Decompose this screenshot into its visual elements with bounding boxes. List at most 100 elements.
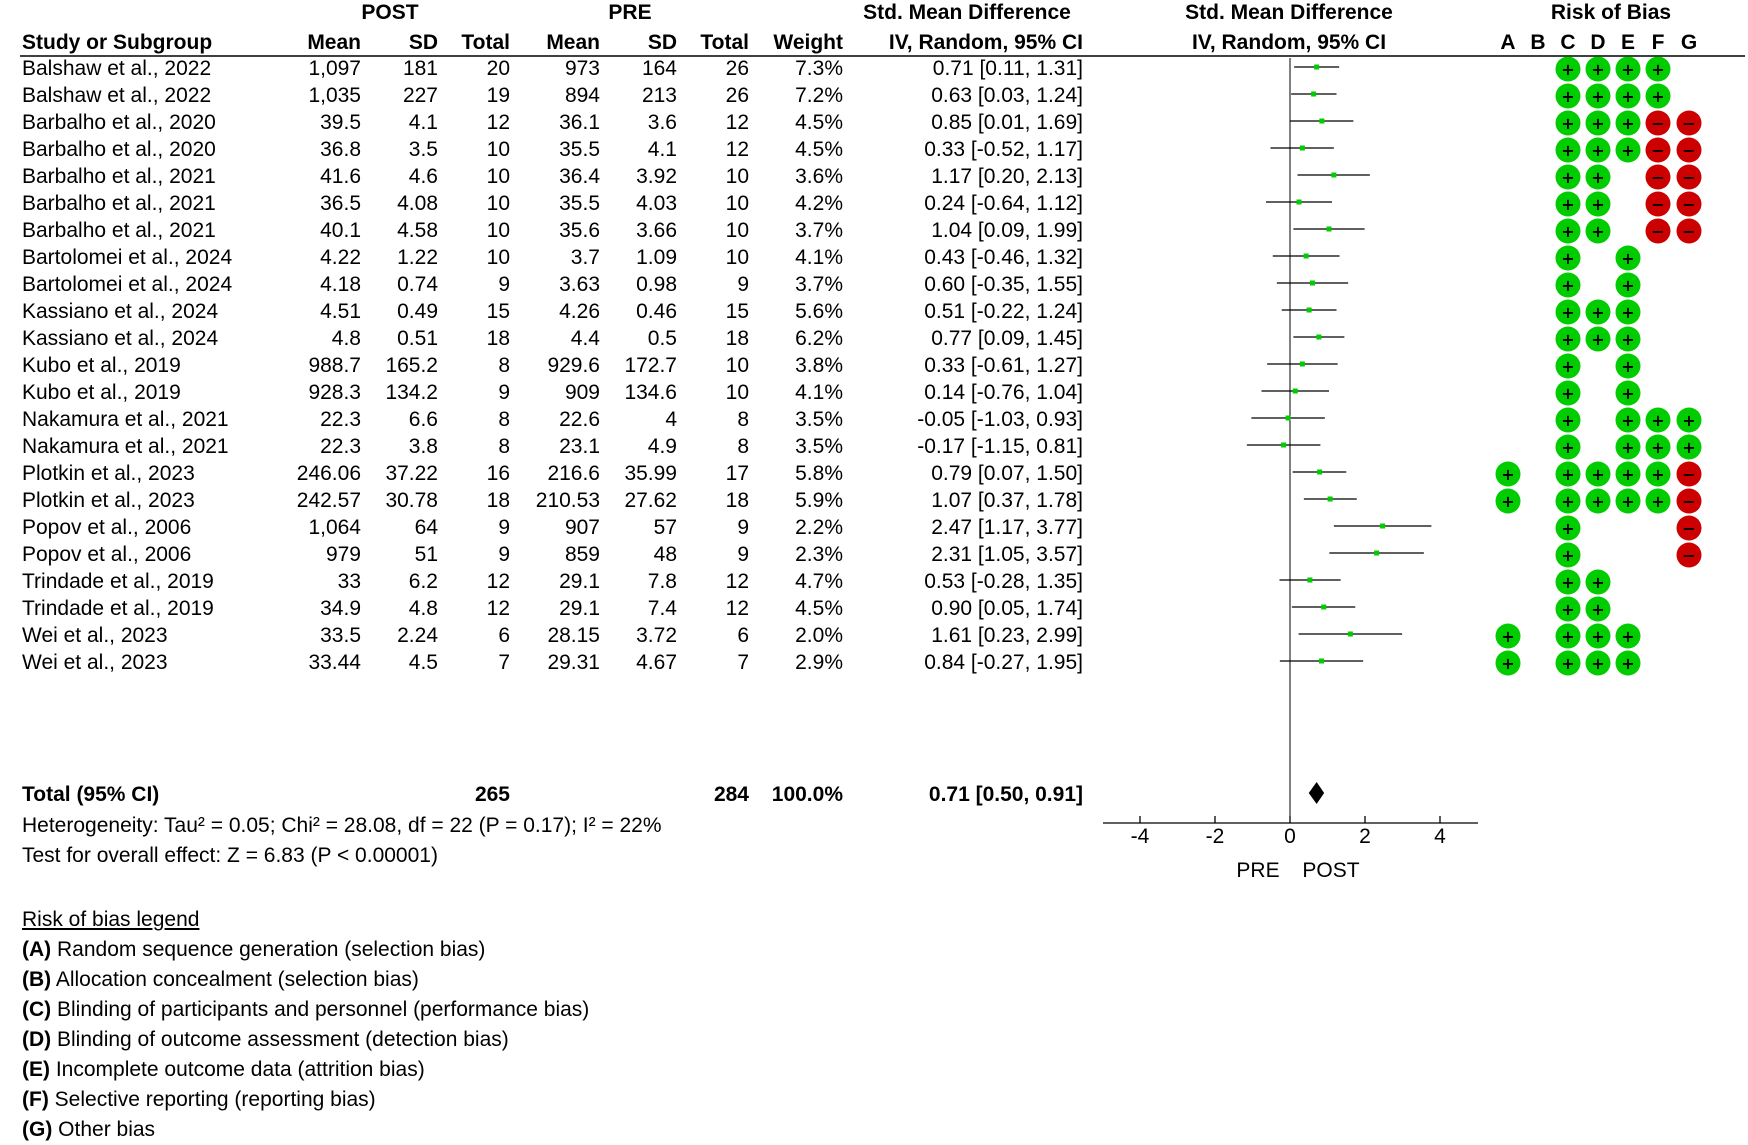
rob-low-risk-icon: + — [1615, 245, 1641, 271]
table-row: Nakamura et al., 2021 22.3 6.6 8 22.6 4 8 3.5% -… — [22, 408, 1083, 431]
tick-label: 4 — [1434, 825, 1446, 848]
post-mean: 246.06 — [297, 462, 361, 485]
weight-header: Weight — [773, 31, 843, 54]
rob-circle — [1555, 191, 1581, 217]
weight: 4.5% — [795, 111, 843, 134]
rob-low-risk-icon: + — [1645, 83, 1671, 109]
plus-glyph: + — [1561, 141, 1574, 160]
pre-mean: 23.1 — [559, 435, 600, 458]
legend-letter: (G) — [22, 1118, 53, 1141]
pre-total: 10 — [726, 192, 749, 215]
pre-total: 8 — [737, 408, 749, 431]
rob-letter-f: F — [1652, 31, 1665, 54]
weight: 2.2% — [795, 516, 843, 539]
legend-letter: (C) — [22, 998, 52, 1021]
rob-circle — [1555, 623, 1581, 649]
post-total: 10 — [487, 165, 510, 188]
smd-group-header: Std. Mean Difference — [863, 1, 1071, 24]
plus-glyph: + — [1621, 627, 1634, 646]
rob-low-risk-icon: + — [1585, 299, 1611, 325]
smd-ci: 0.84 [-0.27, 1.95] — [924, 651, 1083, 674]
plus-glyph: + — [1621, 87, 1634, 106]
legend-letter: (D) — [22, 1028, 52, 1051]
point-estimate — [1307, 577, 1313, 583]
minus-glyph: − — [1682, 168, 1695, 187]
rob-high-risk-icon: − — [1645, 164, 1671, 190]
post-total: 10 — [487, 192, 510, 215]
post-sd: 64 — [415, 516, 439, 539]
rob-low-risk-icon: + — [1585, 56, 1611, 82]
point-estimate — [1326, 226, 1332, 232]
plus-glyph: + — [1621, 438, 1634, 457]
rob-circle — [1555, 461, 1581, 487]
table-row: Plotkin et al., 2023 242.57 30.78 18 210.53 2… — [22, 489, 1083, 512]
rob-circle — [1645, 137, 1671, 163]
plus-glyph: + — [1561, 222, 1574, 241]
table-row: Kassiano et al., 2024 4.51 0.49 15 4.26 0.46 1… — [22, 300, 1083, 323]
plus-glyph: + — [1561, 303, 1574, 322]
plot-group-header: Std. Mean Difference — [1185, 1, 1393, 24]
plus-glyph: + — [1591, 168, 1604, 187]
rob-low-risk-icon: + — [1555, 434, 1581, 460]
weight: 5.6% — [795, 300, 843, 323]
post-mean: 979 — [326, 543, 361, 566]
plus-glyph: + — [1621, 654, 1634, 673]
rob-low-risk-icon: + — [1615, 434, 1641, 460]
rob-circle — [1585, 569, 1611, 595]
plus-glyph: + — [1561, 195, 1574, 214]
post-sd: 4.6 — [409, 165, 438, 188]
study-name: Barbalho et al., 2021 — [22, 219, 216, 242]
plus-glyph: + — [1591, 222, 1604, 241]
point-estimate — [1319, 118, 1325, 124]
table-row: Barbalho et al., 2020 36.8 3.5 10 35.5 4.1 12 4… — [22, 138, 1083, 161]
rob-low-risk-icon: + — [1585, 110, 1611, 136]
post-sd-header: SD — [409, 31, 438, 54]
minus-glyph: − — [1682, 546, 1695, 565]
rob-letter-a: A — [1500, 31, 1515, 54]
post-total: 15 — [487, 300, 510, 323]
rob-circle — [1555, 650, 1581, 676]
pre-sd: 0.5 — [648, 327, 677, 350]
legend-text: Incomplete outcome data (attrition bias) — [55, 1058, 425, 1081]
pre-total: 8 — [737, 435, 749, 458]
rob-low-risk-icon: + — [1585, 623, 1611, 649]
rob-circle — [1555, 245, 1581, 271]
post-mean: 40.1 — [320, 219, 361, 242]
legend-letter: (E) — [22, 1058, 50, 1081]
plus-glyph: + — [1682, 438, 1695, 457]
pre-total: 12 — [726, 111, 749, 134]
pre-sd: 3.72 — [636, 624, 677, 647]
rob-low-risk-icon: + — [1645, 434, 1671, 460]
plus-glyph: + — [1561, 384, 1574, 403]
post-sd: 6.2 — [409, 570, 438, 593]
pre-sd: 213 — [642, 84, 677, 107]
plus-glyph: + — [1561, 492, 1574, 511]
rob-low-risk-icon: + — [1495, 461, 1521, 487]
post-total: 10 — [487, 138, 510, 161]
overall-effect-text: Test for overall effect: Z = 6.83 (P < 0… — [22, 844, 438, 867]
weight: 3.5% — [795, 408, 843, 431]
point-estimate — [1285, 415, 1291, 421]
point-estimate — [1303, 253, 1309, 259]
rob-circle — [1676, 218, 1702, 244]
rob-circle — [1585, 461, 1611, 487]
table-row: Bartolomei et al., 2024 4.22 1.22 10 3.7 1.09… — [22, 246, 1083, 269]
summary-diamond — [1308, 782, 1325, 804]
post-mean: 33.44 — [308, 651, 361, 674]
plus-glyph: + — [1621, 357, 1634, 376]
post-total: 8 — [498, 435, 510, 458]
plus-glyph: + — [1621, 411, 1634, 430]
post-sd: 0.51 — [397, 327, 438, 350]
smd-ci: 0.71 [0.11, 1.31] — [933, 57, 1083, 80]
post-mean: 1,035 — [308, 84, 361, 107]
rob-circle — [1555, 164, 1581, 190]
pre-sd: 57 — [654, 516, 677, 539]
plus-glyph: + — [1591, 114, 1604, 133]
post-sd: 3.5 — [409, 138, 438, 161]
plus-glyph: + — [1591, 87, 1604, 106]
plus-glyph: + — [1591, 330, 1604, 349]
smd-ci: 0.51 [-0.22, 1.24] — [924, 300, 1083, 323]
pre-mean: 4.26 — [559, 300, 600, 323]
weight: 3.6% — [795, 165, 843, 188]
pre-total: 9 — [737, 543, 749, 566]
